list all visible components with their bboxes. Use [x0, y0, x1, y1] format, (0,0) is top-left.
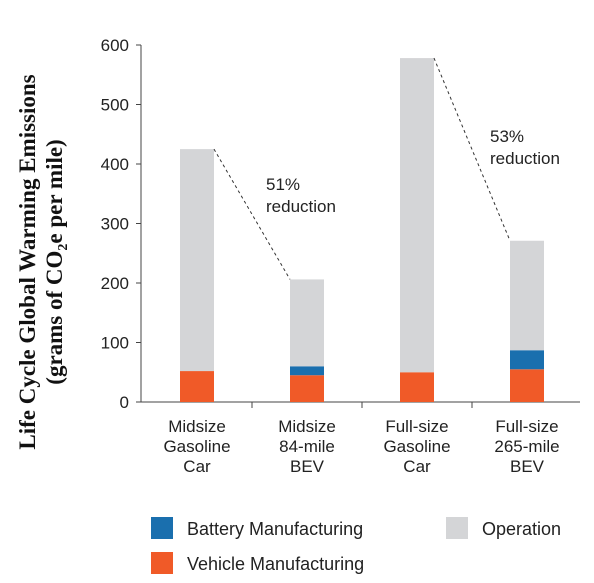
category-label: BEV [510, 457, 545, 476]
reduction-label: reduction [266, 197, 336, 216]
legend-swatch [151, 517, 173, 539]
legend-label: Battery Manufacturing [187, 519, 363, 539]
reduction-label: reduction [490, 149, 560, 168]
bar-segment [510, 350, 544, 370]
bar-segment [400, 372, 434, 402]
bar-segment [290, 366, 324, 376]
bar-segment [180, 371, 214, 402]
category-label: Gasoline [383, 437, 450, 456]
bar-segment [290, 279, 324, 367]
category-label: Full-size [495, 417, 558, 436]
bar-segment [510, 369, 544, 402]
legend-label: Vehicle Manufacturing [187, 554, 364, 574]
y-tick-label: 100 [101, 334, 129, 353]
category-label: Gasoline [163, 437, 230, 456]
bar-segment [180, 149, 214, 372]
legend-label: Operation [482, 519, 561, 539]
category-label: Full-size [385, 417, 448, 436]
y-tick-label: 200 [101, 274, 129, 293]
category-label: Car [403, 457, 431, 476]
y-tick-label: 300 [101, 215, 129, 234]
y-axis-title-line2: (grams of CO2e per mile) [42, 139, 71, 384]
y-axis-title-line1: Life Cycle Global Warming Emissions [15, 74, 40, 449]
annotations: 51% reduction 53% reduction [213, 57, 560, 280]
category-label: 84-mile [279, 437, 335, 456]
reduction-label: 53% [490, 127, 524, 146]
reduction-label: 51% [266, 175, 300, 194]
y-tick-label: 600 [101, 36, 129, 55]
y-tick-label: 400 [101, 155, 129, 174]
category-label: Car [183, 457, 211, 476]
legend: Battery Manufacturing Operation Vehicle Ma… [151, 517, 561, 574]
category-label: 265-mile [494, 437, 559, 456]
bar-segment [400, 58, 434, 373]
y-tick-label: 0 [120, 393, 129, 412]
legend-swatch [446, 517, 468, 539]
y-axis-title: Life Cycle Global Warming Emissions (gra… [15, 74, 71, 449]
category-labels: MidsizeGasolineCarMidsize84-mileBEVFull-… [163, 417, 559, 476]
y-tick-label: 500 [101, 96, 129, 115]
reduction-connector [213, 148, 291, 280]
category-label: Midsize [278, 417, 336, 436]
category-label: BEV [290, 457, 325, 476]
legend-swatch [151, 552, 173, 574]
category-label: Midsize [168, 417, 226, 436]
bar-segment [510, 240, 544, 351]
bar-segment [290, 375, 324, 402]
bars [180, 58, 544, 402]
reduction-connector [433, 57, 511, 241]
y-axis-ticks: 0 100 200 300 400 500 600 [101, 36, 473, 412]
